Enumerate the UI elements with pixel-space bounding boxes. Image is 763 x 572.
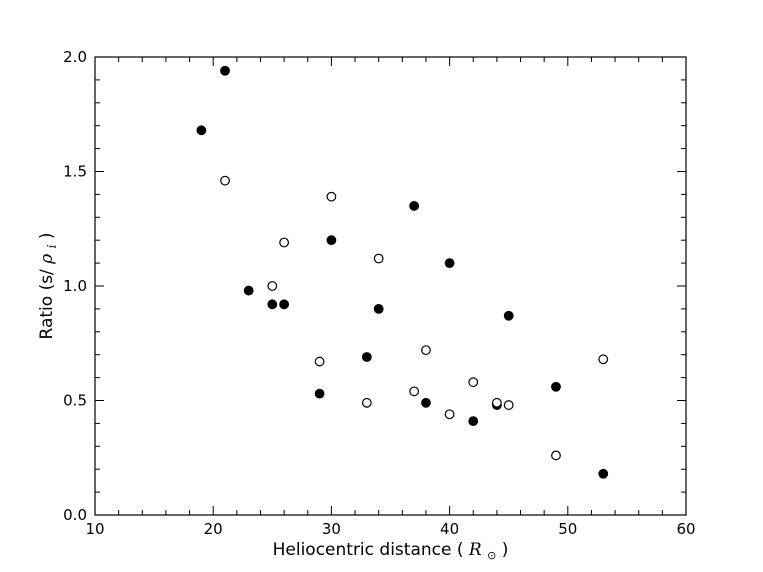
x-tick-label: 30: [322, 520, 341, 538]
open-data-point: [491, 397, 502, 408]
x-axis-label-text: Heliocentric distance: [273, 540, 452, 560]
filled-data-point: [267, 299, 278, 310]
x-tick-label: 20: [204, 520, 223, 538]
y-axis-label: Ratio (s/ ρ i ): [37, 233, 61, 340]
open-data-point: [361, 397, 372, 408]
open-data-point: [598, 354, 609, 365]
filled-data-point: [551, 381, 561, 392]
open-data-point: [373, 253, 384, 264]
filled-data-point: [373, 304, 384, 314]
filled-data-point: [326, 235, 337, 246]
data-points: [196, 65, 609, 479]
filled-data-point: [421, 397, 431, 408]
x-tick-label: 40: [440, 520, 459, 538]
x-axis-label-close-paren: ): [502, 540, 509, 560]
y-axis-label-subscript: i: [45, 244, 59, 248]
y-tick-label: 2.0: [63, 48, 87, 66]
axis-ticks: [94, 56, 687, 516]
y-axis-label-symbol: ρ: [37, 254, 57, 265]
filled-data-point: [279, 299, 290, 310]
filled-data-point: [468, 416, 479, 427]
x-axis-label: Heliocentric distance ( R ⊙ ): [273, 540, 509, 564]
filled-data-point: [598, 468, 609, 479]
x-tick-label: 50: [558, 520, 577, 538]
open-data-point: [421, 345, 431, 356]
y-tick-label: 0.0: [63, 506, 87, 524]
sun-symbol-icon: ⊙: [487, 549, 496, 562]
x-axis-unit-symbol: R: [468, 540, 482, 560]
plot-frame: [94, 56, 687, 516]
filled-data-point: [196, 125, 207, 136]
filled-data-point: [220, 65, 230, 76]
open-data-point: [279, 237, 290, 248]
y-tick-labels: 0.0 0.5 1.0 1.5 2.0: [63, 48, 87, 524]
open-data-point: [220, 175, 230, 186]
filled-data-point: [243, 285, 254, 296]
x-tick-label: 10: [85, 520, 104, 538]
x-tick-label: 60: [676, 520, 695, 538]
y-axis-label-close-paren: ): [37, 233, 57, 240]
filled-data-point: [444, 258, 455, 269]
open-data-point: [326, 191, 337, 202]
open-data-point: [409, 386, 420, 397]
filled-data-point: [314, 388, 325, 399]
open-data-point: [444, 409, 455, 420]
open-data-point: [468, 377, 479, 388]
filled-data-point: [409, 200, 420, 211]
y-axis-label-text: Ratio (s/: [37, 269, 57, 340]
open-data-point: [503, 400, 514, 410]
y-tick-label: 1.5: [63, 163, 87, 181]
open-data-point: [267, 281, 278, 291]
filled-data-point: [361, 352, 372, 362]
open-data-point: [551, 450, 561, 461]
x-axis-label-open-paren: (: [457, 540, 464, 560]
y-tick-label: 0.5: [63, 392, 87, 410]
open-data-point: [314, 356, 325, 367]
y-tick-label: 1.0: [63, 277, 87, 295]
x-tick-labels: 10 20 30 40 50 60: [85, 520, 695, 538]
filled-data-point: [503, 310, 514, 321]
